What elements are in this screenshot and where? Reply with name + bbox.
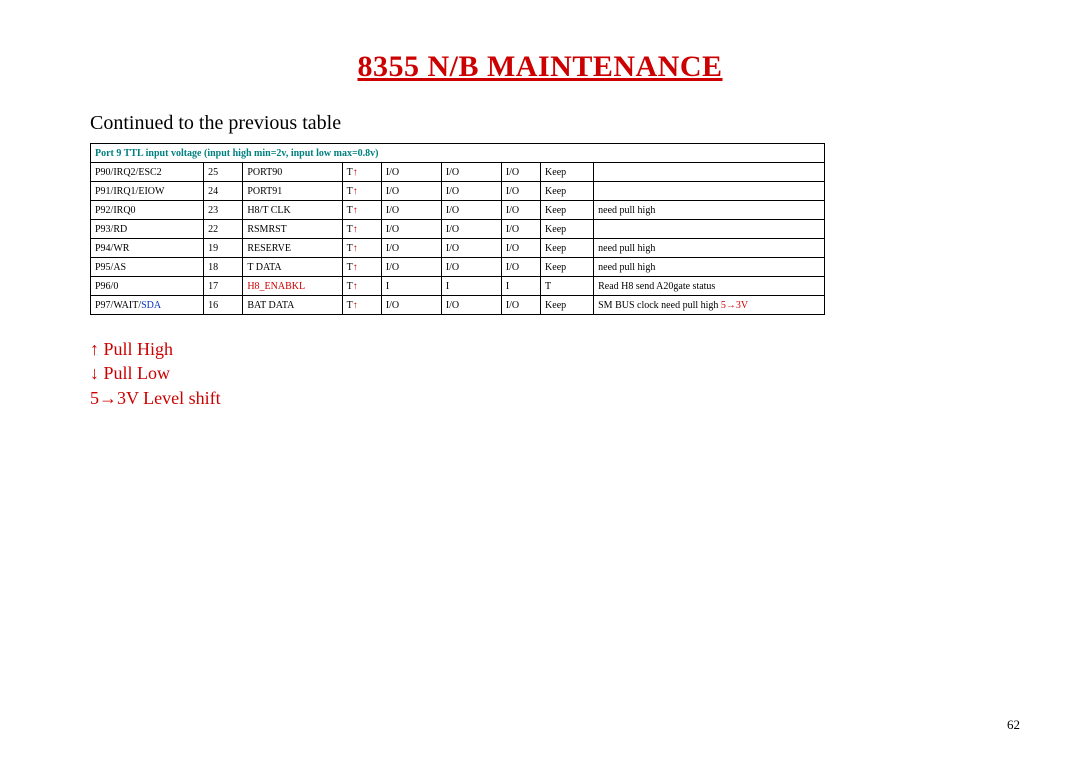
table-cell: P93/RD [91, 220, 204, 239]
table-cell: I/O [441, 296, 501, 315]
table-cell: 24 [204, 182, 243, 201]
legend-block: ↑ Pull High ↓ Pull Low 5→3V Level shift [90, 337, 990, 410]
table-cell: I/O [501, 163, 540, 182]
table-cell: Keep [541, 182, 594, 201]
page-title: 8355 N/B MAINTENANCE [90, 50, 990, 84]
table-cell: SM BUS clock need pull high 5→3V [594, 296, 825, 315]
legend-line: ↓ Pull Low [90, 361, 990, 385]
table-cell: P90/IRQ2/ESC2 [91, 163, 204, 182]
table-cell: I/O [441, 239, 501, 258]
table-cell: I/O [441, 182, 501, 201]
table-cell: T↑ [342, 277, 381, 296]
table-cell: I/O [381, 163, 441, 182]
table-cell: need pull high [594, 239, 825, 258]
table-cell: Keep [541, 163, 594, 182]
table-cell: P97/WAIT/SDA [91, 296, 204, 315]
table-cell: Keep [541, 220, 594, 239]
table-cell: P94/WR [91, 239, 204, 258]
table-cell: T↑ [342, 239, 381, 258]
table-cell: I/O [501, 201, 540, 220]
table-cell: PORT91 [243, 182, 342, 201]
table-cell [594, 220, 825, 239]
table-row: P94/WR19RESERVET↑I/OI/OI/OKeepneed pull … [91, 239, 825, 258]
table-cell: I/O [381, 296, 441, 315]
table-row: P91/IRQ1/EIOW24PORT91T↑I/OI/OI/OKeep [91, 182, 825, 201]
table-cell: 23 [204, 201, 243, 220]
table-cell: need pull high [594, 201, 825, 220]
table-header-cell: Port 9 TTL input voltage (input high min… [91, 144, 825, 163]
table-cell: I/O [381, 258, 441, 277]
table-cell: I/O [501, 239, 540, 258]
table-cell: I/O [381, 201, 441, 220]
table-cell: T↑ [342, 163, 381, 182]
table-cell: I/O [501, 258, 540, 277]
table-cell: T [541, 277, 594, 296]
table-cell: H8_ENABKL [243, 277, 342, 296]
table-cell: I/O [441, 201, 501, 220]
subtitle-text: Continued to the previous table [90, 112, 990, 135]
table-cell: P92/IRQ0 [91, 201, 204, 220]
document-page: 8355 N/B MAINTENANCE Continued to the pr… [0, 0, 1080, 763]
table-cell: T↑ [342, 258, 381, 277]
table-cell [594, 182, 825, 201]
table-cell: I/O [501, 182, 540, 201]
table-row: P92/IRQ023H8/T CLKT↑I/OI/OI/OKeepneed pu… [91, 201, 825, 220]
table-cell: T DATA [243, 258, 342, 277]
legend-line: ↑ Pull High [90, 337, 990, 361]
table-cell: H8/T CLK [243, 201, 342, 220]
table-cell: I/O [381, 182, 441, 201]
table-cell: RSMRST [243, 220, 342, 239]
table-cell: I [441, 277, 501, 296]
table-cell: BAT DATA [243, 296, 342, 315]
page-number: 62 [1007, 717, 1020, 733]
table-row: P90/IRQ2/ESC225PORT90T↑I/OI/OI/OKeep [91, 163, 825, 182]
table-cell: I/O [441, 163, 501, 182]
table-cell: 16 [204, 296, 243, 315]
table-cell: P95/AS [91, 258, 204, 277]
table-cell: RESERVE [243, 239, 342, 258]
table-cell: I/O [501, 220, 540, 239]
table-cell: I/O [441, 220, 501, 239]
table-cell: T↑ [342, 201, 381, 220]
table-cell [594, 163, 825, 182]
table-cell: P91/IRQ1/EIOW [91, 182, 204, 201]
table-cell: I/O [381, 239, 441, 258]
table-cell: T↑ [342, 220, 381, 239]
table-cell: PORT90 [243, 163, 342, 182]
legend-line: 5→3V Level shift [90, 386, 990, 410]
table-cell: Read H8 send A20gate status [594, 277, 825, 296]
table-row: P97/WAIT/SDA16BAT DATAT↑I/OI/OI/OKeepSM … [91, 296, 825, 315]
table-cell: Keep [541, 239, 594, 258]
table-cell: I/O [501, 296, 540, 315]
table-cell: 17 [204, 277, 243, 296]
table-cell: 25 [204, 163, 243, 182]
table-cell: T↑ [342, 296, 381, 315]
table-row: P95/AS18T DATAT↑I/OI/OI/OKeepneed pull h… [91, 258, 825, 277]
table-cell: Keep [541, 296, 594, 315]
table-cell: Keep [541, 201, 594, 220]
table-cell: need pull high [594, 258, 825, 277]
port9-table: Port 9 TTL input voltage (input high min… [90, 143, 825, 315]
table-cell: T↑ [342, 182, 381, 201]
table-cell: 19 [204, 239, 243, 258]
table-cell: I [501, 277, 540, 296]
table-cell: 22 [204, 220, 243, 239]
table-cell: I/O [441, 258, 501, 277]
table-cell: I/O [381, 220, 441, 239]
table-cell: 18 [204, 258, 243, 277]
table-row: P93/RD22RSMRSTT↑I/OI/OI/OKeep [91, 220, 825, 239]
table-cell: P96/0 [91, 277, 204, 296]
table-row: P96/017H8_ENABKLT↑IIITRead H8 send A20ga… [91, 277, 825, 296]
table-cell: I [381, 277, 441, 296]
table-cell: Keep [541, 258, 594, 277]
